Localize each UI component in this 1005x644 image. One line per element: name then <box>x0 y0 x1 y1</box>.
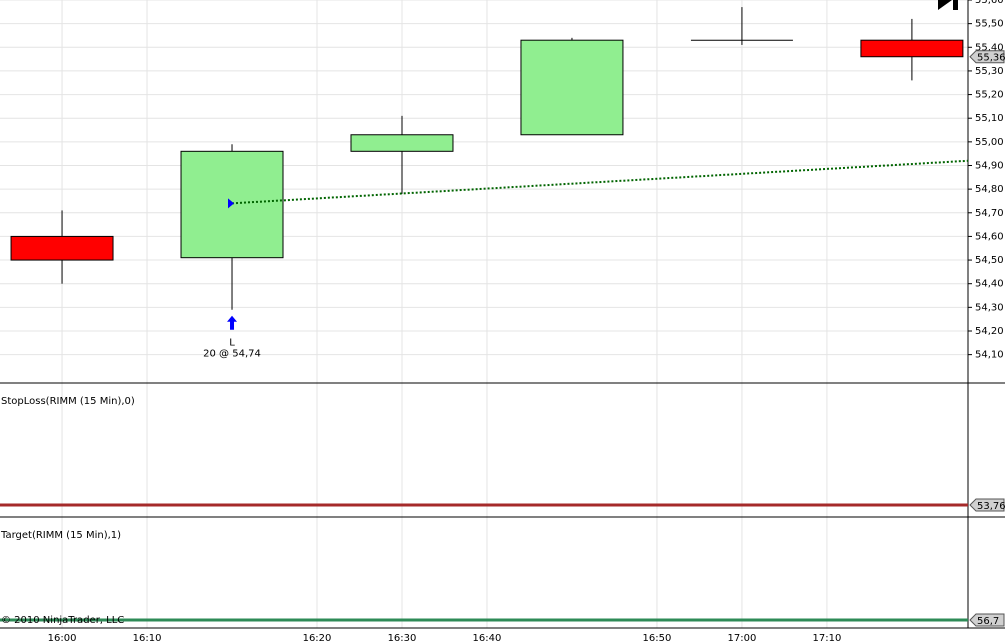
entry-label: 20 @ 54,74 <box>203 349 261 360</box>
x-tick-label: 16:40 <box>473 633 502 644</box>
y-tick-label: 55,20 <box>975 90 1004 101</box>
scroll-icon <box>938 0 958 10</box>
entry-line <box>231 159 969 205</box>
entry-marker <box>228 198 235 209</box>
y-tick-label: 55,50 <box>975 19 1004 30</box>
y-tick-label: 54,80 <box>975 184 1004 195</box>
x-tick-label: 16:10 <box>133 633 162 644</box>
indicator-value: 56,7 <box>977 616 999 627</box>
y-tick-label: 54,20 <box>975 326 1004 337</box>
x-tick-label: 16:20 <box>303 633 332 644</box>
y-tick-label: 54,30 <box>975 302 1004 313</box>
indicator-value-tag <box>969 498 1005 512</box>
x-tick-label: 16:30 <box>388 633 417 644</box>
y-tick-label: 54,60 <box>975 231 1004 242</box>
indicator-value-tag <box>969 613 1005 627</box>
y-tick-label: 55,10 <box>975 113 1004 124</box>
y-tick-label: 54,70 <box>975 208 1004 219</box>
copyright: © 2010 NinjaTrader, LLC <box>1 615 124 626</box>
y-tick-label: 55,00 <box>975 137 1004 148</box>
panel-title: Target(RIMM (15 Min),1) <box>0 530 121 541</box>
body <box>520 39 624 136</box>
body <box>860 39 964 58</box>
y-tick-label: 55,30 <box>975 66 1004 77</box>
y-tick-label: 54,90 <box>975 160 1004 171</box>
y-tick-label: 54,40 <box>975 279 1004 290</box>
y-tick-label: 54,10 <box>975 350 1004 361</box>
x-tick-label: 17:00 <box>728 633 757 644</box>
x-tick-label: 17:10 <box>813 633 842 644</box>
y-tick-label: 55,60 <box>975 0 1004 6</box>
body <box>10 235 114 261</box>
x-tick-label: 16:00 <box>48 633 77 644</box>
entry-arrow <box>227 315 238 330</box>
last-price-tag <box>969 50 1005 64</box>
last-price: 55,36 <box>977 53 1005 64</box>
y-tick-label: 55,40 <box>975 42 1004 53</box>
panel-title: StopLoss(RIMM (15 Min),0) <box>1 396 135 407</box>
y-tick-label: 54,50 <box>975 255 1004 266</box>
indicator-value: 53,76 <box>977 501 1005 512</box>
x-tick-label: 16:50 <box>643 633 672 644</box>
entry-side: L <box>229 338 235 349</box>
body <box>350 134 454 152</box>
